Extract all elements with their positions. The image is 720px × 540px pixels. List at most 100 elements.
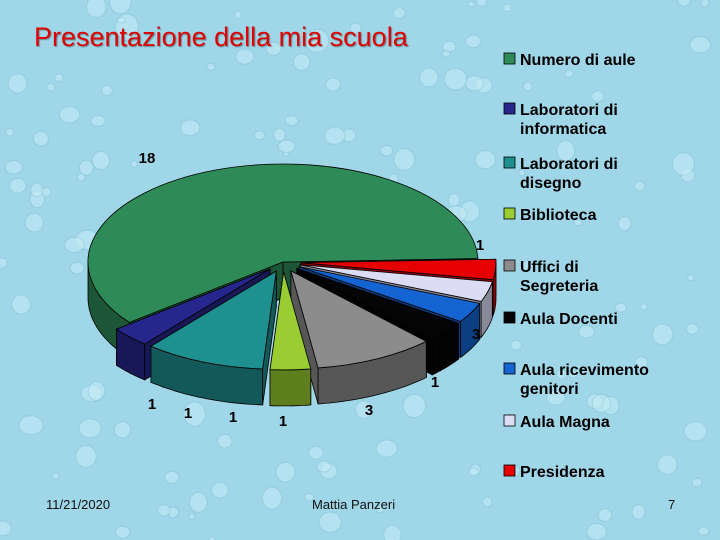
water-drop — [253, 130, 266, 141]
water-drop — [304, 28, 330, 53]
legend-swatch — [503, 259, 516, 272]
water-drop — [87, 381, 106, 401]
water-drop — [117, 16, 126, 24]
footer-author: Mattia Panzeri — [312, 497, 396, 512]
data-label: 1 — [431, 374, 439, 391]
legend-entry: Laboratori di informatica — [520, 102, 618, 138]
legend-entry: Aula Magna — [520, 414, 610, 431]
legend-swatch — [503, 362, 516, 375]
water-drop — [179, 119, 201, 137]
pie-slice[interactable] — [269, 271, 312, 371]
water-drop — [379, 145, 394, 157]
water-drop — [375, 505, 385, 514]
water-drop — [689, 36, 712, 54]
water-drop — [521, 260, 533, 272]
data-label: 1 — [279, 413, 287, 430]
water-drop — [633, 181, 646, 191]
water-drop — [591, 393, 612, 414]
water-drop — [465, 34, 482, 49]
legend-entry: Presidenza — [520, 464, 605, 481]
water-drop — [156, 504, 171, 517]
data-label: 3 — [472, 326, 480, 343]
water-drop — [235, 48, 255, 65]
water-drop — [677, 0, 691, 7]
water-drop — [11, 294, 32, 315]
water-drop — [634, 355, 649, 370]
water-drop — [217, 433, 233, 449]
water-drop — [4, 160, 23, 175]
footer-date: 11/21/2020 — [46, 497, 111, 512]
legend-entry: Aula Docenti — [520, 311, 618, 328]
pie-slice[interactable] — [115, 268, 271, 345]
legend-entry: Biblioteca — [520, 207, 597, 224]
water-drop — [90, 114, 106, 127]
water-drop — [441, 49, 451, 58]
water-drop — [578, 325, 595, 339]
data-label: 1 — [476, 237, 484, 254]
water-drop — [573, 218, 583, 227]
water-drop — [318, 511, 342, 533]
water-drop — [211, 482, 229, 499]
water-drop — [76, 173, 86, 182]
water-drop — [687, 274, 695, 282]
water-drop — [183, 401, 206, 427]
water-drop — [393, 148, 416, 171]
legend-entry: Numero di aule — [520, 52, 636, 69]
water-drop — [467, 1, 475, 8]
water-drop — [284, 115, 299, 127]
legend-swatch — [503, 414, 516, 427]
water-drop — [685, 323, 699, 335]
pie-slice[interactable] — [290, 270, 428, 369]
pie-slice[interactable] — [87, 163, 479, 323]
water-drop — [206, 62, 216, 71]
pie-slice[interactable] — [300, 264, 493, 302]
water-drop — [78, 159, 94, 176]
water-drop — [631, 504, 646, 520]
water-drop — [568, 369, 578, 379]
footer-page-number: 7 — [668, 497, 676, 512]
water-drop — [46, 82, 56, 92]
water-drop — [91, 150, 111, 170]
legend-swatch — [503, 311, 516, 324]
water-drop — [308, 445, 324, 460]
pie-slice[interactable] — [296, 267, 460, 340]
water-drop — [78, 418, 102, 439]
water-drop — [672, 152, 695, 176]
data-label: 1 — [148, 396, 156, 413]
water-drop — [32, 130, 49, 147]
water-drop — [51, 472, 60, 480]
chart-legend: Numero di aule Laboratori di informatica La… — [503, 52, 649, 481]
pie-slice[interactable] — [298, 266, 481, 322]
pie-slice[interactable] — [300, 258, 497, 281]
water-drop — [324, 126, 346, 145]
water-drop — [597, 508, 613, 522]
water-drop — [349, 22, 362, 34]
legend-swatch — [503, 464, 516, 477]
legend-swatch — [503, 102, 516, 115]
water-drop — [316, 460, 332, 473]
water-drop — [402, 393, 427, 419]
data-label: 1 — [229, 409, 237, 426]
water-drop — [273, 127, 286, 142]
pie-slice-side — [269, 368, 312, 407]
water-drop — [164, 470, 180, 485]
water-drop — [69, 261, 85, 275]
water-drop — [208, 536, 216, 540]
water-drop — [115, 525, 131, 539]
water-drop — [639, 303, 649, 311]
water-drop — [304, 492, 315, 502]
pie-slice[interactable] — [150, 270, 277, 370]
water-drop — [354, 400, 373, 419]
water-drop — [522, 81, 533, 92]
water-drop — [467, 467, 479, 477]
water-drop — [392, 7, 406, 19]
slide-title: Presentazione della mia scuola — [34, 22, 408, 52]
pie-slices — [87, 163, 497, 371]
data-label: 3 — [365, 402, 373, 419]
water-drop — [261, 486, 283, 510]
water-drop — [482, 496, 493, 508]
legend-swatch — [503, 52, 516, 65]
water-drop — [683, 421, 708, 442]
